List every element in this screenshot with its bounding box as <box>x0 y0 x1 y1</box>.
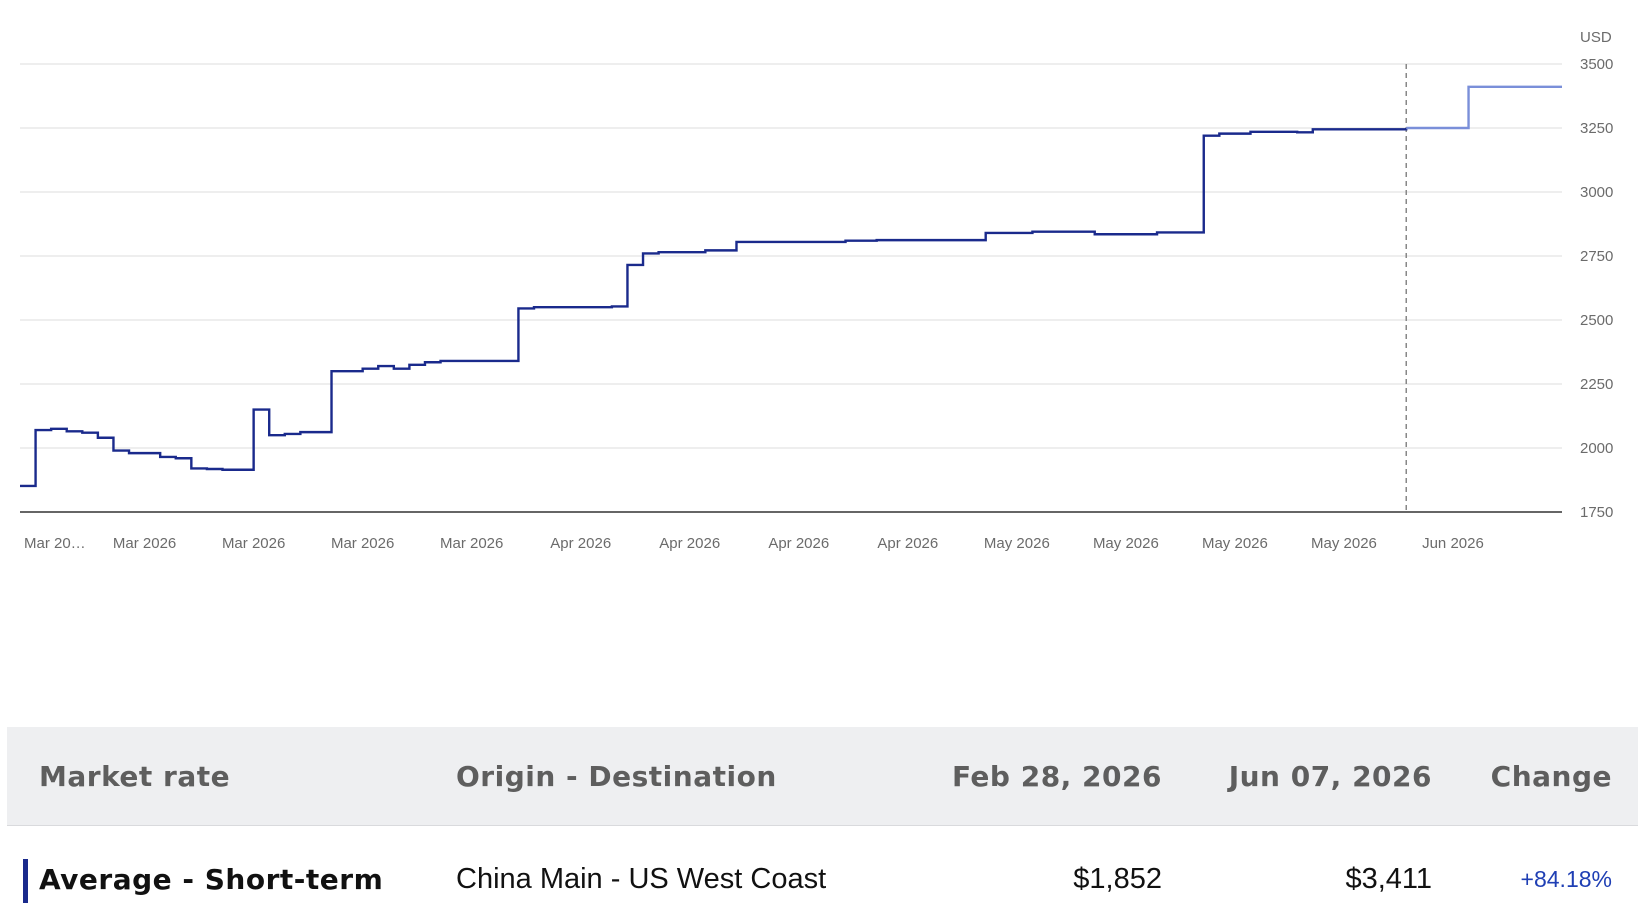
series-lines[interactable] <box>20 85 1562 488</box>
x-tick-label: Mar 2026 <box>222 535 285 552</box>
header-origin-destination: Origin - Destination <box>456 759 777 793</box>
rate-chart-svg[interactable]: 1750 2000 2250 2500 2750 3000 3250 3500 Mar 20…… <box>0 0 1645 560</box>
x-tick-label: Jun 2026 <box>1422 535 1484 552</box>
y-tick-label: 2250 <box>1580 376 1613 393</box>
x-tick-label: Apr 2026 <box>659 535 720 552</box>
y-tick-label: 2750 <box>1580 248 1613 265</box>
x-tick-label: Apr 2026 <box>877 535 938 552</box>
x-tick-label: Apr 2026 <box>550 535 611 552</box>
row-market-rate: Average - Short-term <box>39 862 384 896</box>
header-change: Change <box>1490 759 1612 793</box>
x-tick-label: Apr 2026 <box>768 535 829 552</box>
header-start-date: Feb 28, 2026 <box>951 759 1162 793</box>
rate-chart[interactable]: 1750 2000 2250 2500 2750 3000 3250 3500 Mar 20…… <box>0 0 1645 560</box>
y-tick-label: 2500 <box>1580 312 1613 329</box>
y-tick-label: 3250 <box>1580 120 1613 137</box>
x-tick-label: Mar 20… <box>24 535 86 552</box>
y-tick-label: 2000 <box>1580 440 1613 457</box>
row-end-value: $3,411 <box>1345 862 1432 895</box>
y-axis-unit-label: USD <box>1580 29 1612 46</box>
x-axis: Mar 20… Mar 2026 Mar 2026 Mar 2026 Mar 2026 A… <box>24 535 1484 552</box>
grid-lines <box>20 63 1562 513</box>
series-color-marker <box>23 859 28 903</box>
x-tick-label: Mar 2026 <box>331 535 394 552</box>
x-tick-label: Mar 2026 <box>440 535 503 552</box>
rate-table: Market rate Origin - Destination Feb 28,… <box>7 727 1638 912</box>
y-tick-label: 1750 <box>1580 504 1613 521</box>
y-axis: 1750 2000 2250 2500 2750 3000 3250 3500 <box>1580 56 1613 521</box>
x-tick-label: May 2026 <box>1202 535 1268 552</box>
x-tick-label: May 2026 <box>984 535 1050 552</box>
y-tick-label: 3000 <box>1580 184 1613 201</box>
actual-rate-line[interactable] <box>20 128 1408 488</box>
row-start-value: $1,852 <box>1073 862 1162 895</box>
x-tick-label: Mar 2026 <box>113 535 176 552</box>
header-market-rate: Market rate <box>39 759 231 793</box>
row-origin-destination: China Main - US West Coast <box>456 862 827 895</box>
header-end-date: Jun 07, 2026 <box>1228 759 1432 793</box>
y-tick-label: 3500 <box>1580 56 1613 73</box>
table-header: Market rate Origin - Destination Feb 28,… <box>7 727 1638 826</box>
row-change-value: +84.18% <box>1520 865 1612 892</box>
forecast-line[interactable] <box>1406 85 1562 130</box>
x-tick-label: May 2026 <box>1311 535 1377 552</box>
x-tick-label: May 2026 <box>1093 535 1159 552</box>
table-row[interactable]: Average - Short-term China Main - US Wes… <box>7 826 1638 912</box>
